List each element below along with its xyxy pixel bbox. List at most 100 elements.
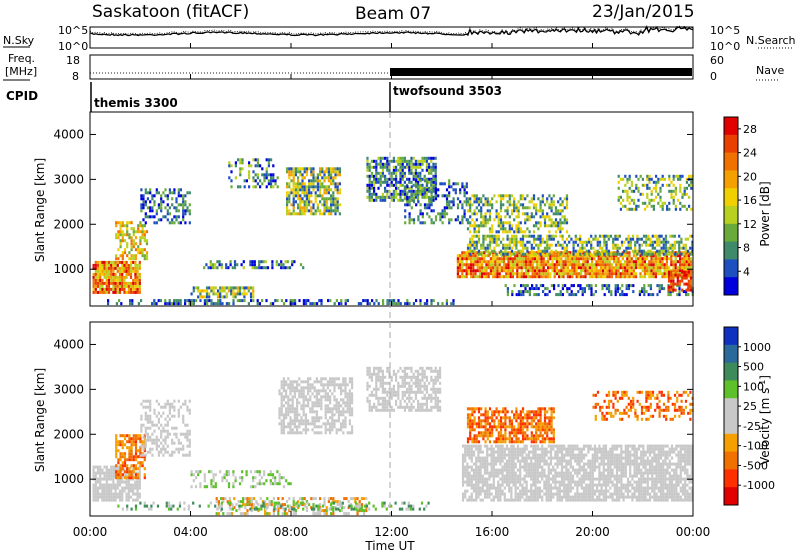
power-cell	[641, 269, 644, 273]
power-cell	[633, 207, 636, 211]
velocity-cell	[331, 416, 334, 420]
velocity-cell	[149, 402, 152, 406]
power-cell	[234, 292, 237, 296]
power-cell	[687, 270, 690, 274]
power-cell	[117, 233, 120, 237]
power-cell	[430, 183, 433, 187]
power-cell	[110, 275, 113, 279]
power-cell	[404, 215, 407, 219]
velocity-cell	[351, 392, 354, 396]
power-cell	[539, 243, 542, 247]
velocity-cell	[186, 453, 189, 457]
power-cell	[318, 299, 321, 303]
velocity-cell	[351, 395, 354, 399]
power-cell	[510, 252, 514, 256]
power-cell	[305, 188, 308, 192]
power-cell	[132, 230, 135, 234]
velocity-cell	[425, 402, 428, 406]
power-cell	[249, 292, 253, 296]
power-cell	[603, 293, 606, 297]
power-cell	[683, 186, 686, 190]
velocity-cell	[326, 383, 329, 387]
power-cell	[96, 278, 100, 282]
velocity-cell	[313, 419, 316, 423]
power-cell	[624, 272, 627, 276]
power-cell	[543, 246, 547, 250]
velocity-cell	[379, 381, 382, 385]
power-cell	[432, 177, 435, 181]
velocity-cell	[96, 480, 100, 484]
velocity-cell	[408, 399, 411, 403]
power-cell	[520, 272, 523, 276]
power-cell	[397, 302, 400, 306]
power-cell	[524, 284, 527, 288]
velocity-cell	[337, 404, 340, 408]
power-cell	[674, 260, 677, 264]
power-cell	[243, 286, 246, 290]
nsky-label: N.Sky	[3, 34, 35, 47]
power-cell	[319, 188, 322, 192]
power-cell	[658, 249, 661, 253]
velocity-cell	[388, 408, 391, 412]
power-cell	[476, 260, 479, 264]
power-cell	[646, 272, 649, 276]
power-cell	[301, 206, 304, 210]
power-cell	[584, 263, 587, 267]
velocity-cell	[381, 372, 384, 376]
velocity-cell	[285, 380, 288, 384]
power-cell	[526, 227, 529, 231]
power-cell	[664, 237, 668, 241]
power-cell	[551, 257, 554, 261]
velocity-cell	[144, 417, 147, 421]
power-cell	[379, 177, 382, 181]
velocity-cell	[168, 411, 171, 415]
power-cell	[502, 252, 505, 256]
velocity-cell	[194, 476, 198, 480]
power-colorbar-swatch	[724, 277, 738, 296]
velocity-cell	[381, 381, 384, 385]
power-cell	[549, 257, 552, 261]
power-cell	[466, 243, 470, 247]
power-cell	[434, 197, 438, 201]
power-cell	[375, 174, 378, 178]
power-cell	[211, 263, 215, 267]
power-cell	[434, 156, 437, 160]
power-cell	[233, 263, 237, 267]
power-cell	[299, 209, 302, 213]
power-cell	[588, 284, 591, 288]
power-cell	[127, 287, 130, 291]
velocity-cell	[94, 492, 97, 496]
power-cell	[319, 212, 322, 216]
power-cell	[467, 254, 470, 258]
power-cell	[184, 302, 187, 306]
power-cell	[511, 257, 514, 261]
velocity-cell	[92, 465, 95, 469]
power-cell	[94, 269, 97, 273]
power-cell	[412, 183, 415, 187]
power-cell	[140, 194, 143, 198]
power-cell	[112, 269, 115, 273]
power-cell	[230, 179, 233, 183]
power-cell	[123, 251, 127, 255]
power-cell	[434, 194, 438, 198]
velocity-cell	[139, 440, 142, 444]
power-cell	[531, 275, 534, 279]
power-cell	[408, 180, 411, 184]
power-cell	[465, 197, 468, 201]
power-cell	[375, 180, 378, 184]
velocity-cell	[348, 431, 351, 435]
power-cell	[412, 218, 416, 222]
velocity-cell	[344, 392, 347, 396]
velocity-cell	[289, 419, 292, 423]
velocity-cell	[296, 419, 299, 423]
power-cell	[319, 194, 322, 198]
velocity-cell	[117, 473, 120, 477]
power-cell	[583, 240, 586, 244]
velocity-cell	[298, 419, 301, 423]
velocity-cell	[234, 476, 237, 480]
velocity-cell	[414, 378, 417, 382]
power-cell	[112, 287, 115, 291]
power-cell	[225, 292, 228, 296]
power-cell	[417, 159, 420, 163]
power-cell	[683, 282, 686, 286]
